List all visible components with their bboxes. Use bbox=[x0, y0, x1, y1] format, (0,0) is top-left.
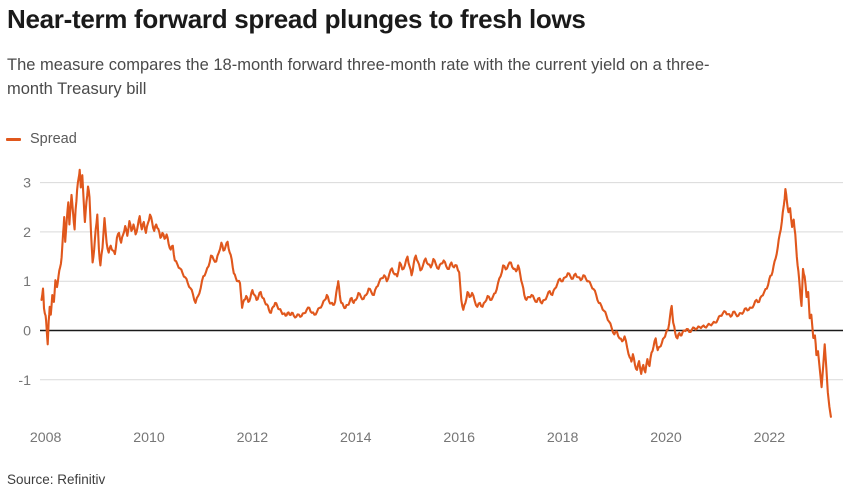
svg-text:2: 2 bbox=[23, 225, 31, 241]
svg-text:2012: 2012 bbox=[237, 430, 269, 446]
chart-subtitle: The measure compares the 18-month forwar… bbox=[7, 53, 710, 101]
svg-text:2022: 2022 bbox=[754, 430, 786, 446]
svg-text:2010: 2010 bbox=[133, 430, 165, 446]
chart-subtitle-line-1: The measure compares the 18-month forwar… bbox=[7, 56, 710, 74]
svg-text:3: 3 bbox=[23, 176, 31, 192]
svg-text:2020: 2020 bbox=[650, 430, 682, 446]
legend: Spread bbox=[6, 131, 77, 147]
svg-text:2008: 2008 bbox=[30, 430, 62, 446]
legend-line-swatch bbox=[6, 137, 21, 141]
svg-text:2016: 2016 bbox=[443, 430, 475, 446]
chart-title: Near-term forward spread plunges to fres… bbox=[7, 4, 586, 34]
svg-text:2014: 2014 bbox=[340, 430, 372, 446]
source-note: Source: Refinitiv bbox=[7, 472, 106, 487]
svg-text:-1: -1 bbox=[18, 373, 31, 389]
svg-text:2018: 2018 bbox=[547, 430, 579, 446]
legend-label: Spread bbox=[30, 131, 77, 147]
chart-subtitle-line-2: month Treasury bill bbox=[7, 80, 147, 98]
svg-text:1: 1 bbox=[23, 274, 31, 290]
svg-text:0: 0 bbox=[23, 324, 31, 340]
